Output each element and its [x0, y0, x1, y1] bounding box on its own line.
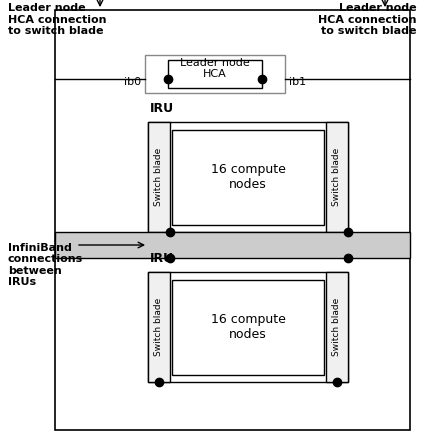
Bar [148, 122, 348, 232]
Text: Switch blade: Switch blade [155, 148, 164, 206]
Text: Leader node
HCA connection
to switch blade: Leader node HCA connection to switch bla… [8, 3, 107, 36]
Bar [55, 10, 410, 430]
Bar [326, 122, 348, 232]
Bar [172, 130, 324, 225]
Text: IRU: IRU [150, 252, 174, 265]
Text: 16 compute
nodes: 16 compute nodes [210, 313, 286, 341]
Text: HCA: HCA [203, 69, 227, 79]
Text: Switch blade: Switch blade [332, 298, 342, 356]
Text: IRU: IRU [150, 102, 174, 115]
Text: Leader node
HCA connection
to switch blade: Leader node HCA connection to switch bla… [318, 3, 417, 36]
Bar [326, 272, 348, 382]
Text: InfiniBand
connections
between
IRUs: InfiniBand connections between IRUs [8, 243, 83, 287]
Bar [55, 232, 410, 258]
Text: ib0: ib0 [124, 77, 141, 87]
Bar [148, 272, 170, 382]
Bar [148, 122, 170, 232]
Bar [148, 272, 348, 382]
Text: Switch blade: Switch blade [332, 148, 342, 206]
Bar [145, 55, 285, 93]
Text: ib1: ib1 [289, 77, 306, 87]
Text: Switch blade: Switch blade [155, 298, 164, 356]
Text: 16 compute
nodes: 16 compute nodes [210, 163, 286, 191]
Text: Leader node: Leader node [180, 58, 250, 68]
Bar [172, 280, 324, 375]
Bar [168, 60, 262, 88]
